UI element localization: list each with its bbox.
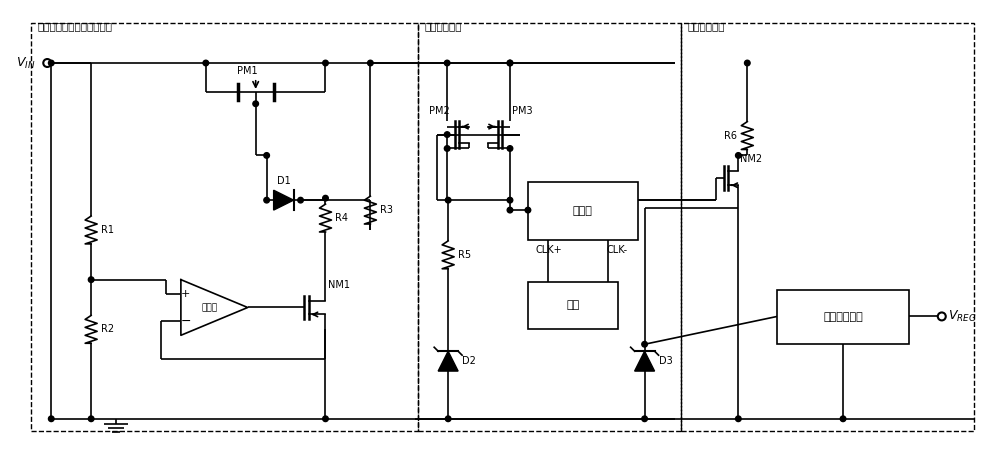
Circle shape (323, 60, 328, 66)
Bar (681, 23, 974, 431)
Circle shape (444, 60, 450, 66)
Text: 低压稳压模块: 低压稳压模块 (823, 312, 863, 322)
Circle shape (445, 416, 451, 422)
Polygon shape (274, 190, 294, 210)
Circle shape (642, 342, 647, 347)
Text: D3: D3 (659, 356, 672, 366)
Circle shape (507, 60, 513, 66)
Circle shape (745, 60, 750, 66)
Circle shape (736, 416, 741, 422)
Text: R3: R3 (380, 205, 393, 215)
Circle shape (507, 60, 513, 66)
Text: R2: R2 (101, 324, 114, 335)
Bar (777, 290, 909, 344)
Text: R6: R6 (724, 131, 737, 141)
Text: PM3: PM3 (512, 106, 533, 116)
Text: NM1: NM1 (328, 280, 350, 290)
Polygon shape (635, 351, 655, 371)
Circle shape (507, 145, 513, 151)
Circle shape (525, 207, 531, 213)
Text: 比较器: 比较器 (201, 303, 217, 312)
Polygon shape (438, 351, 458, 371)
Bar (528, 282, 618, 330)
Polygon shape (181, 280, 248, 335)
Text: 时钟: 时钟 (566, 300, 579, 311)
Circle shape (48, 416, 54, 422)
Text: CLK+: CLK+ (536, 245, 563, 255)
Circle shape (642, 416, 647, 422)
Text: NM2: NM2 (740, 154, 762, 164)
Circle shape (203, 60, 209, 66)
Circle shape (323, 416, 328, 422)
Text: $V_{IN}$: $V_{IN}$ (16, 56, 35, 70)
Circle shape (323, 195, 328, 201)
Text: 电荷泵: 电荷泵 (573, 206, 593, 216)
Circle shape (368, 60, 373, 66)
Circle shape (88, 277, 94, 282)
Text: PM1: PM1 (237, 66, 258, 76)
Circle shape (298, 198, 303, 203)
Text: +: + (181, 289, 191, 299)
Text: PM2: PM2 (429, 106, 450, 116)
Circle shape (736, 153, 741, 158)
Bar (31, 23, 418, 431)
Text: D1: D1 (277, 176, 290, 186)
Circle shape (444, 132, 450, 137)
Circle shape (507, 198, 513, 203)
Bar (418, 23, 681, 431)
Text: R4: R4 (335, 213, 348, 223)
Circle shape (444, 145, 450, 151)
Circle shape (445, 198, 451, 203)
Circle shape (840, 416, 846, 422)
Text: $V_{REG}$: $V_{REG}$ (948, 309, 976, 324)
Circle shape (88, 416, 94, 422)
Text: R5: R5 (458, 250, 471, 260)
Bar (528, 182, 638, 240)
Circle shape (253, 101, 258, 106)
Circle shape (507, 207, 513, 213)
Circle shape (264, 153, 269, 158)
Circle shape (48, 60, 54, 66)
Text: 带反接保护的电压输入模块: 带反接保护的电压输入模块 (37, 21, 112, 31)
Text: 内部供电模块: 内部供电模块 (424, 21, 462, 31)
Text: CLK-: CLK- (607, 245, 628, 255)
Circle shape (264, 198, 269, 203)
Text: R1: R1 (101, 225, 114, 235)
Text: 低压稳压模块: 低压稳压模块 (687, 21, 725, 31)
Text: −: − (181, 315, 191, 328)
Text: D2: D2 (462, 356, 476, 366)
